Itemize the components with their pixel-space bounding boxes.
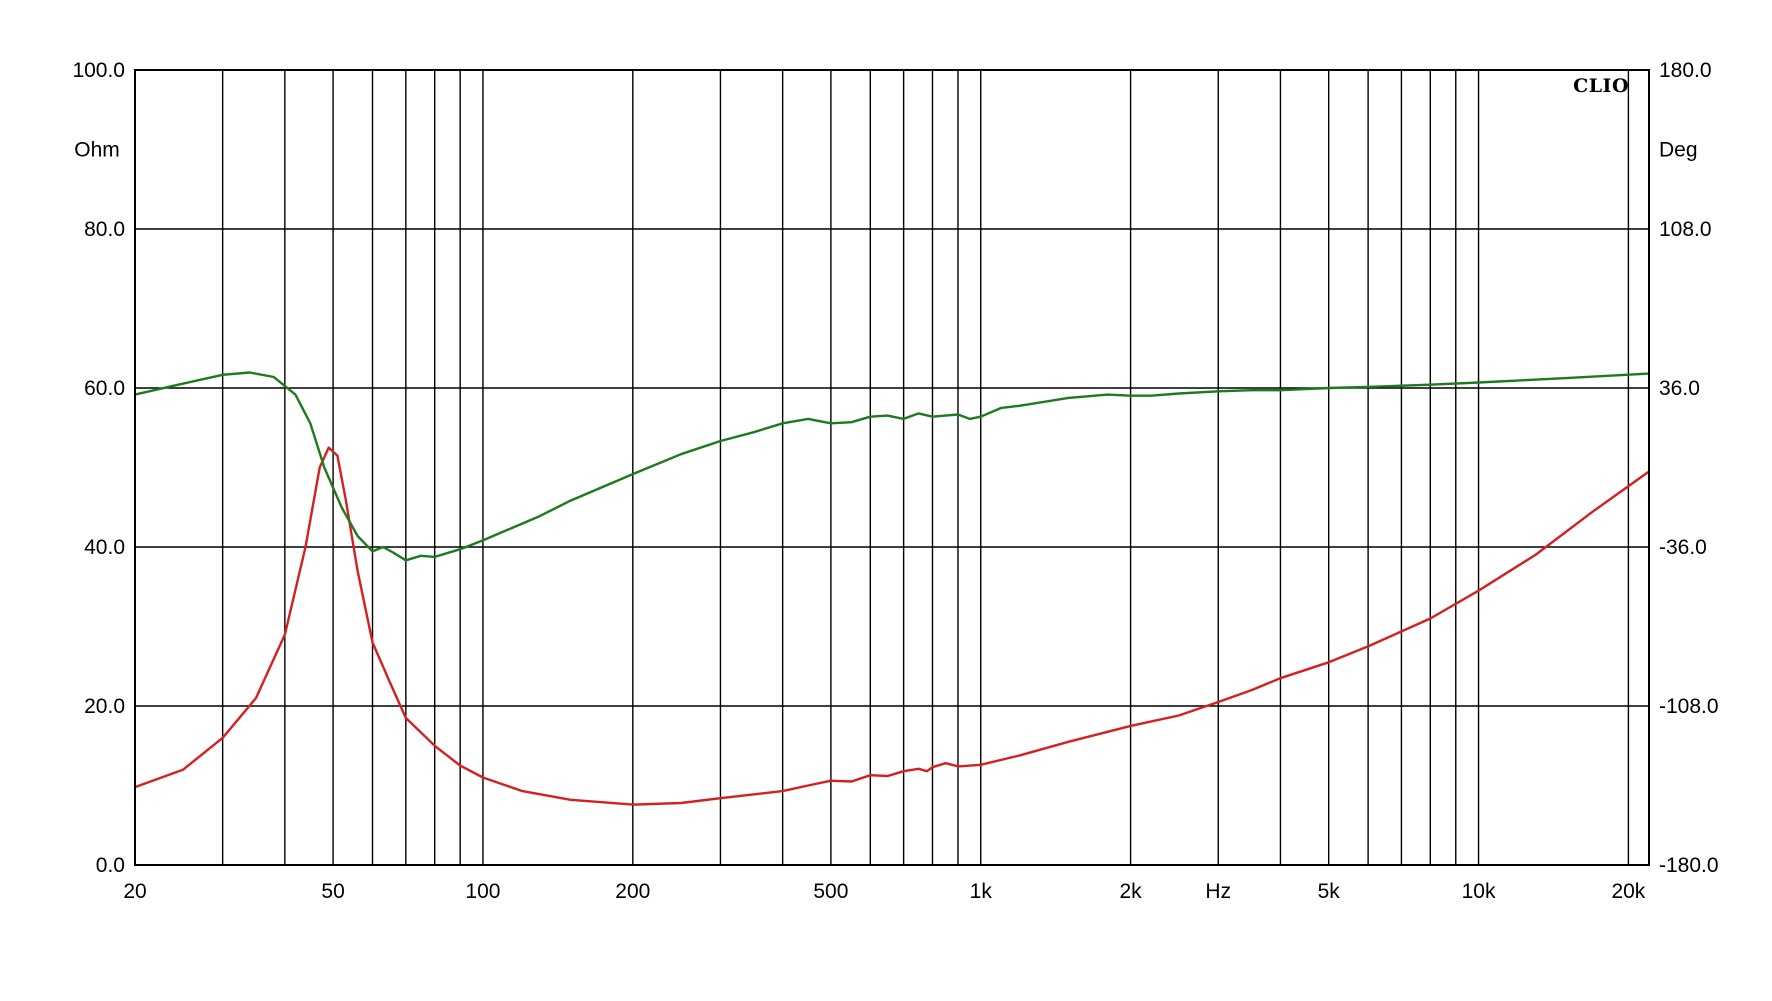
y-right-tick-label: 180.0 <box>1659 59 1712 82</box>
grid <box>135 69 1649 866</box>
x-tick-label: 10k <box>1462 880 1496 903</box>
plot-frame <box>134 69 1650 866</box>
x-tick-label: 200 <box>615 880 650 903</box>
y-left-tick-label: 60.0 <box>84 377 125 400</box>
impedance-curve <box>134 446 1650 806</box>
y-right-tick-label: -108.0 <box>1659 695 1719 718</box>
y-left-tick-label: 20.0 <box>84 695 125 718</box>
x-tick-label: 500 <box>813 880 848 903</box>
clio-brand-label: CLIO <box>1573 75 1629 97</box>
x-tick-label: 50 <box>321 880 344 903</box>
y-right-unit-label: Deg <box>1659 139 1698 162</box>
x-tick-label: 2k <box>1120 880 1143 903</box>
x-tick-label: 5k <box>1318 880 1341 903</box>
x-unit-label: Hz <box>1205 880 1231 903</box>
x-tick-label: 100 <box>465 880 500 903</box>
phase-curve <box>134 371 1650 562</box>
y-left-tick-label: 100.0 <box>72 59 125 82</box>
y-right-tick-label: 36.0 <box>1659 377 1700 400</box>
y-right-tick-labels: -180.0 -108.0 -36.0 36.0 108.0 180.0 <box>1659 59 1719 877</box>
y-left-tick-label: 80.0 <box>84 218 125 241</box>
y-left-unit-label: Ohm <box>74 139 120 162</box>
x-tick-label: 1k <box>970 880 993 903</box>
y-left-tick-labels: 0.0 20.0 40.0 60.0 80.0 100.0 <box>72 59 125 877</box>
y-left-tick-label: 40.0 <box>84 536 125 559</box>
x-tick-label: 20 <box>123 880 146 903</box>
x-tick-label: 20k <box>1611 880 1645 903</box>
x-tick-labels: 20 50 100 200 500 1k 2k 5k 10k 20k <box>123 880 1646 903</box>
y-left-tick-label: 0.0 <box>96 854 125 877</box>
y-right-tick-label: 108.0 <box>1659 218 1712 241</box>
y-right-tick-label: -180.0 <box>1659 854 1719 877</box>
series-layer <box>134 371 1650 806</box>
y-right-tick-label: -36.0 <box>1659 536 1707 559</box>
